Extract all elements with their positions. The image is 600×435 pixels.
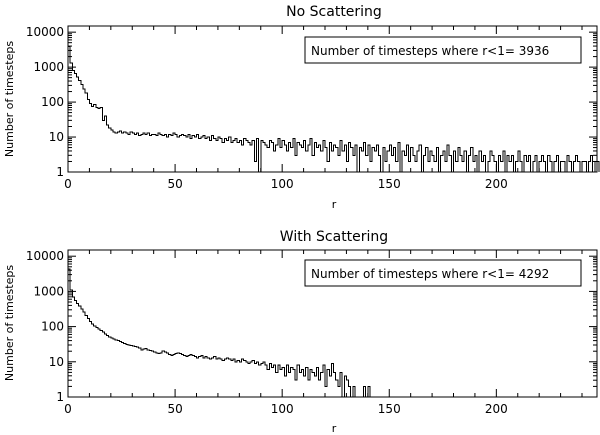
histogram-series-no-scattering xyxy=(67,45,600,173)
x-tick-label: 0 xyxy=(64,402,72,416)
y-tick-label: 100 xyxy=(41,95,64,109)
y-tick-label: 100 xyxy=(41,320,64,334)
histogram-plot-area xyxy=(67,268,371,398)
histogram-plot-area xyxy=(67,45,600,173)
panel-with-scattering: With Scattering 0 50 100 150 200 11010010001… xyxy=(3,229,598,435)
y-tick-labels: 1 10 100 1000 10000 xyxy=(26,25,64,179)
x-tick-label: 200 xyxy=(485,402,508,416)
y-tick-label: 10 xyxy=(49,130,64,144)
y-tick-label: 10000 xyxy=(26,249,64,263)
x-tick-label: 150 xyxy=(378,177,401,191)
x-axis-label: r xyxy=(332,422,337,435)
x-tick-label: 100 xyxy=(271,402,294,416)
y-tick-label: 1 xyxy=(56,390,64,404)
y-tick-labels: 1 10 100 1000 10000 xyxy=(26,249,64,404)
annotation-text: Number of timesteps where r<1= 4292 xyxy=(311,267,549,281)
axis-ticks xyxy=(67,26,597,173)
panel-no-scattering: No Scattering 0 50 100 150 200 1 10 100 1000 100… xyxy=(3,4,600,211)
x-tick-label: 150 xyxy=(378,402,401,416)
y-axis-label: Number of timesteps xyxy=(3,41,16,157)
y-tick-label: 1000 xyxy=(33,60,64,74)
x-tick-labels: 0 50 100 150 200 xyxy=(64,177,508,191)
x-tick-labels: 0 50 100 150 200 xyxy=(64,402,508,416)
x-tick-label: 0 xyxy=(64,177,72,191)
plot-frame xyxy=(67,249,598,398)
y-tick-label: 1000 xyxy=(33,284,64,298)
x-tick-label: 200 xyxy=(485,177,508,191)
plot-frame xyxy=(67,25,598,173)
axis-ticks xyxy=(67,250,597,398)
y-tick-label: 10 xyxy=(49,355,64,369)
x-tick-label: 100 xyxy=(271,177,294,191)
annotation-box: Number of timesteps where r<1= 4292 xyxy=(304,259,582,287)
chart-title: With Scattering xyxy=(280,229,388,245)
annotation-text: Number of timesteps where r<1= 3936 xyxy=(311,44,549,58)
annotation-box: Number of timesteps where r<1= 3936 xyxy=(304,36,582,64)
y-axis-label: Number of timesteps xyxy=(3,265,16,381)
chart-title: No Scattering xyxy=(286,4,382,20)
x-tick-label: 50 xyxy=(167,402,182,416)
x-axis-label: r xyxy=(332,198,337,211)
y-tick-label: 10000 xyxy=(26,25,64,39)
histogram-series-with-scattering xyxy=(67,268,371,398)
y-tick-label: 1 xyxy=(56,165,64,179)
x-tick-label: 50 xyxy=(167,177,182,191)
